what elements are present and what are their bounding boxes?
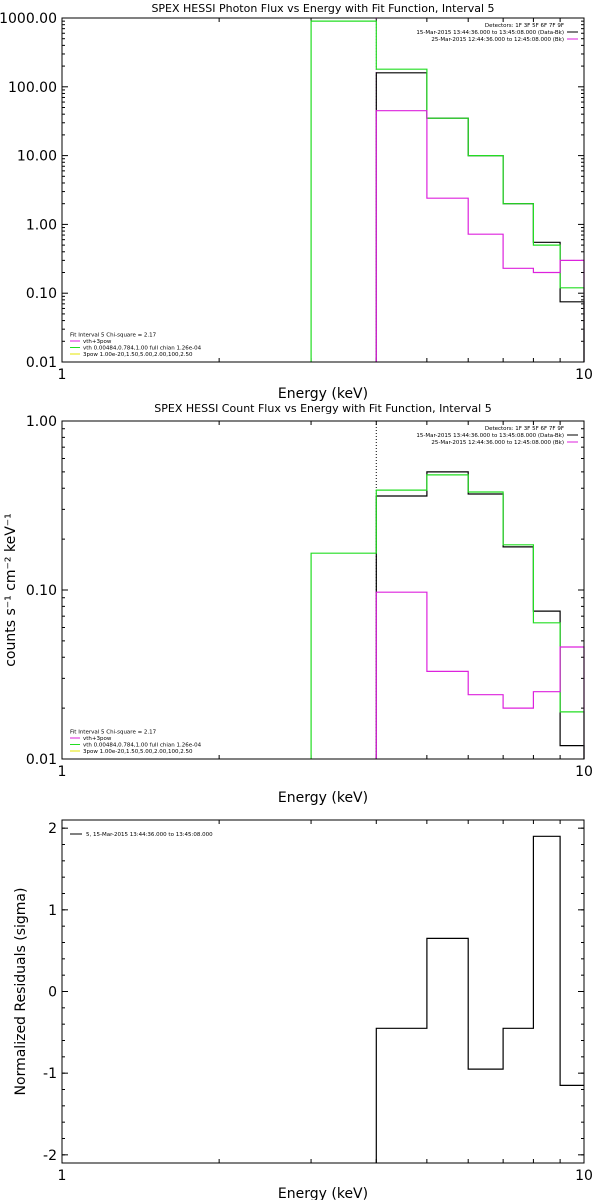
chart-title: SPEX HESSI Count Flux vs Energy with Fit… <box>154 402 491 415</box>
panel-2: SPEX HESSI Count Flux vs Energy with Fit… <box>3 402 593 806</box>
y-tick-label: 1.00 <box>26 414 57 430</box>
series-line <box>375 591 585 759</box>
legend-text: 25-Mar-2015 12:44:36.000 to 12:45:08.000… <box>431 37 564 43</box>
y-tick-label: 0.01 <box>26 752 57 768</box>
y-tick-label: 100.00 <box>8 80 57 96</box>
y-tick-label: 2 <box>48 821 57 837</box>
legend-top: Detectors: 1F 3F 5F 6F 7F 9F15-Mar-2015 … <box>416 426 578 446</box>
legend-text: 15-Mar-2015 13:44:36.000 to 13:45:08.000… <box>416 433 564 439</box>
x-tick-label: 1 <box>58 1168 67 1184</box>
plot-frame <box>61 819 585 1164</box>
y-tick-label: 1 <box>48 903 57 919</box>
legend-text: 3pow 1.00e-20,1.50,5.00,2.00,100,2.50 <box>83 352 193 358</box>
legend-text: vth 0.00484,0.784,1.00 full chian 1.26e-… <box>83 743 202 749</box>
series-line <box>375 471 585 759</box>
y-axis-label: counts s⁻¹ cm⁻² keV⁻¹ <box>3 513 19 667</box>
plot-frame <box>61 17 585 363</box>
y-tick-label: 10.00 <box>17 149 57 165</box>
legend-header: Detectors: 1F 3F 5F 6F 7F 9F <box>485 23 564 29</box>
legend-text: vth 0.00484,0.784,1.00 full chian 1.26e-… <box>83 346 202 352</box>
series-2 <box>310 20 585 362</box>
legend-text: vth+3pow <box>83 736 112 742</box>
legend-text: 3pow 1.00e-20,1.50,5.00,2.00,100,2.50 <box>83 749 193 755</box>
legend-bottom: Fit Interval 5 Chi-square = 2.17vth+3pow… <box>70 730 202 755</box>
y-axis-label: Normalized Residuals (sigma) <box>13 888 29 1096</box>
legend-text: 15-Mar-2015 13:44:36.000 to 13:45:08.000… <box>416 30 564 36</box>
legend-header: Fit Interval 5 Chi-square = 2.17 <box>70 333 157 339</box>
legend-bottom: Fit Interval 5 Chi-square = 2.17vth+3pow… <box>70 333 202 358</box>
y-tick-label: 0.10 <box>26 583 57 599</box>
y-tick-label: -2 <box>43 1148 57 1164</box>
chart-title: SPEX HESSI Photon Flux vs Energy with Fi… <box>151 2 494 15</box>
legend-header: Detectors: 1F 3F 5F 6F 7F 9F <box>485 426 564 432</box>
series-line <box>375 835 584 1163</box>
legend-text: 25-Mar-2015 12:44:36.000 to 12:45:08.000… <box>431 440 564 446</box>
y-tick-label: 0.01 <box>26 355 57 371</box>
series-1 <box>375 471 585 759</box>
legend-text: vth+3pow <box>83 339 112 345</box>
legend-top: Detectors: 1F 3F 5F 6F 7F 9F15-Mar-2015 … <box>416 23 578 43</box>
y-tick-label: 1.00 <box>26 217 57 233</box>
x-axis-label: Energy (keV) <box>278 1186 368 1200</box>
x-tick-label: 10 <box>575 1168 593 1184</box>
series-3 <box>375 110 585 362</box>
series-line <box>375 72 585 362</box>
x-tick-label: 10 <box>575 764 593 780</box>
x-tick-label: 1 <box>58 764 67 780</box>
x-axis-label: Energy (keV) <box>278 790 368 806</box>
panel-3: -2 -1 0 1 2 1 10 Energy (keV) Normalized Residua… <box>13 819 593 1200</box>
series-line <box>310 474 585 759</box>
series-line <box>310 20 585 362</box>
series-line <box>375 110 585 362</box>
y-tick-label: 1000.00 <box>0 11 57 27</box>
series-2 <box>310 474 585 759</box>
x-tick-label: 1 <box>58 367 67 383</box>
series-3 <box>375 591 585 759</box>
series-1 <box>375 72 585 362</box>
legend-text: 5, 15-Mar-2015 13:44:36.000 to 13:45:08.… <box>86 832 213 838</box>
x-axis-label: Energy (keV) <box>278 386 368 402</box>
panel-1: SPEX HESSI Photon Flux vs Energy with Fi… <box>0 2 593 402</box>
series-1 <box>375 835 584 1163</box>
y-tick-label: 0 <box>48 985 57 1001</box>
y-tick-label: 0.10 <box>26 286 57 302</box>
legend-header: Fit Interval 5 Chi-square = 2.17 <box>70 730 157 736</box>
plot-frame <box>61 420 585 760</box>
legend-top: 5, 15-Mar-2015 13:44:36.000 to 13:45:08.… <box>70 832 213 838</box>
y-tick-label: -1 <box>43 1066 57 1082</box>
x-tick-label: 10 <box>575 367 593 383</box>
